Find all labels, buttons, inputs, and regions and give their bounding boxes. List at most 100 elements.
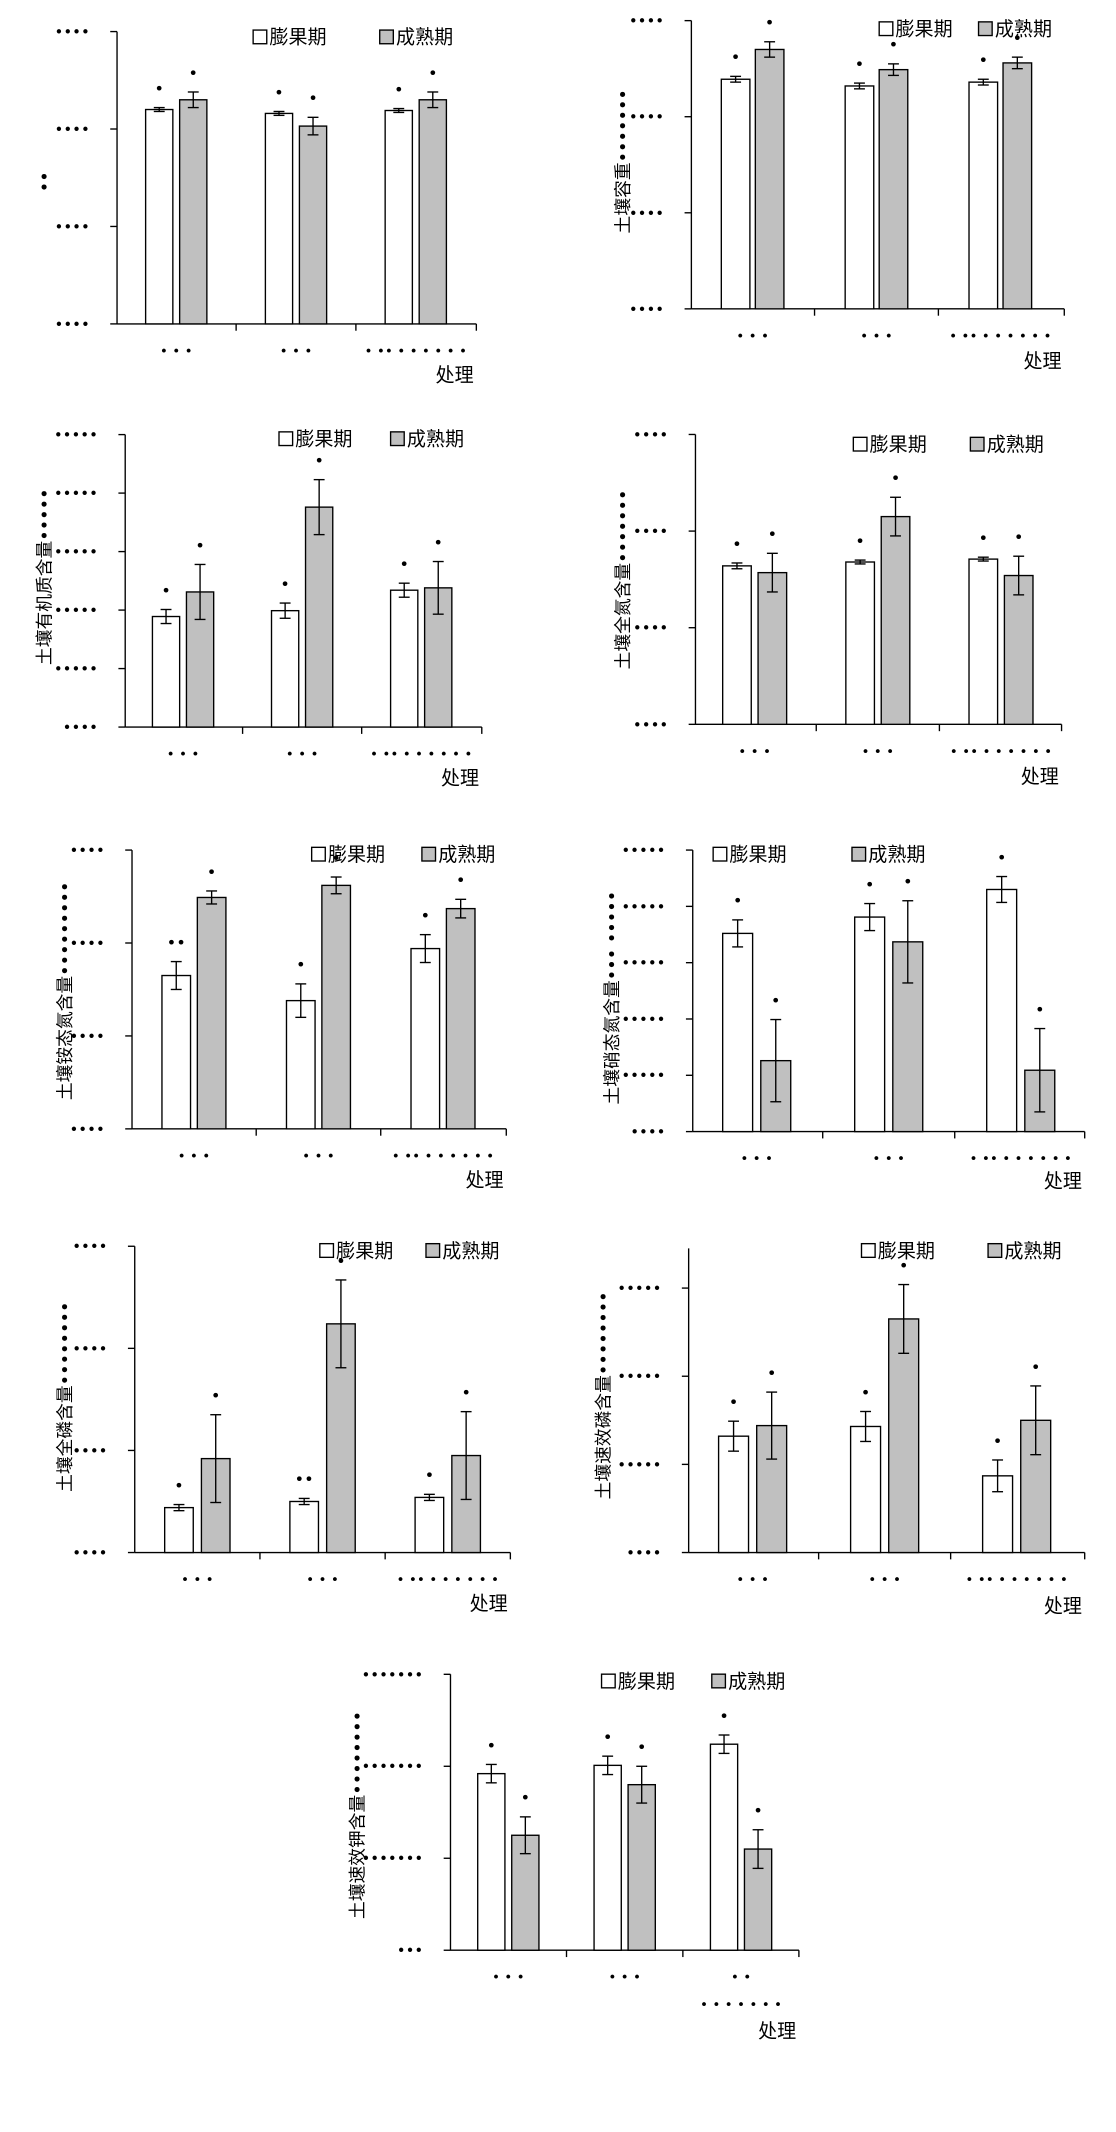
chart2-y-tick-label: ••••: [629, 300, 664, 318]
chart3-bar-s2-c1: [185, 591, 215, 728]
chart5-significance-label-s2-c1: •: [207, 862, 217, 881]
chart1-x-category-label: • •• • • • • • •: [365, 343, 467, 359]
chart1-y-tick-label: ••••: [55, 23, 90, 41]
chart8-legend-label-2: 成熟期: [1004, 1239, 1061, 1262]
chart8-y-tick-label: •••••: [617, 1280, 661, 1298]
chart3-significance-label-s1-c1: •: [161, 581, 171, 600]
chart7-error-bar-s1-c2: [298, 1497, 310, 1506]
chart1-bar-s2-c3: [418, 99, 448, 325]
chart6-significance-label-s2-c1: •: [771, 991, 781, 1010]
chart1-legend-swatch-1: [252, 29, 268, 45]
chart-3: •••••••••••••••••••••••••••••• • • • • • •…: [34, 426, 483, 789]
chart3-bar-s1-c3: [389, 589, 419, 728]
chart9-y-tick-label: •••••••: [361, 1666, 423, 1684]
chart8-error-bar-s1-c3: [992, 1459, 1004, 1493]
chart5-x-category-label: • •• • • • • • •: [392, 1148, 494, 1164]
chart8-bar-s1-c1: [717, 1435, 750, 1554]
chart2-legend-label-2: 成熟期: [995, 17, 1052, 40]
chart8-legend-swatch-2: [987, 1242, 1003, 1259]
chart8-y-axis-title: 土壤速效磷含量••••••••: [594, 1291, 615, 1499]
chart1-x-axis-title: 处理: [436, 363, 474, 386]
chart8-error-bar-s2-c3: [1030, 1385, 1042, 1456]
chart4-significance-label-s1-c1: •: [732, 534, 742, 553]
chart5-y-tick-label: ••••: [69, 842, 104, 860]
chart9-y-axis-title: 土壤速效钾含量••••••••: [347, 1711, 368, 1919]
chart9-x-category-label: • • •: [608, 1970, 641, 1986]
chart1-y-axis-title: ••: [35, 171, 55, 192]
chart4-legend: 膨果期 成熟期: [852, 433, 1044, 456]
chart8-y-tick-label: •••••: [617, 1368, 661, 1386]
chart2-bar-s2-c1: [754, 48, 785, 310]
chart6-significance-label-s1-c2: •: [865, 875, 875, 894]
chart2-y-tick-label: ••••: [629, 108, 664, 126]
chart2-y-tick-label: ••••: [629, 12, 664, 30]
chart7-y-tick-label: ••••: [72, 1442, 107, 1460]
chart8-legend-label-1: 膨果期: [878, 1239, 935, 1262]
chart7-legend: 膨果期 成熟期: [319, 1239, 499, 1262]
chart4-bar-s2-c1: [757, 571, 788, 726]
chart8-significance-label-s2-c2: •: [899, 1256, 909, 1275]
chart6-x-category-label: • • •: [872, 1151, 905, 1167]
chart7-significance-label-s2-c3: •: [461, 1383, 471, 1402]
chart8-y-tick-label: •••••: [617, 1456, 661, 1474]
chart9-legend-label-2: 成熟期: [728, 1670, 785, 1693]
chart5-significance-label-s2-c3: •: [456, 871, 466, 890]
chart2-y-tick-label: ••••: [629, 204, 664, 222]
chart5-error-bar-s1-c3: [419, 933, 431, 964]
chart2-bar-s1-c2: [844, 85, 875, 310]
chart4-significance-label-s2-c1: •: [768, 525, 778, 544]
chart4-error-bar-s1-c3: [977, 556, 989, 562]
chart9-x-category-label-line: • • • • • • •: [700, 1997, 782, 2013]
chart5-significance-label-s1-c1: ••: [167, 933, 186, 952]
chart9-significance-label-s1-c1: •: [486, 1736, 496, 1755]
chart8-error-bar-s2-c1: [766, 1391, 778, 1460]
chart9-significance-label-s2-c1: •: [521, 1788, 531, 1807]
chart4-y-tick-label: ••••: [633, 426, 668, 444]
chart1-legend: 膨果期 成熟期: [252, 26, 453, 49]
chart4-legend-swatch-2: [969, 436, 985, 452]
chart7-legend-swatch-1: [319, 1242, 335, 1259]
chart6-bar-s1-c2: [854, 916, 886, 1133]
chart6-legend-swatch-1: [712, 846, 728, 862]
chart9-legend-swatch-2: [711, 1673, 727, 1689]
chart1-x-category-label: • • •: [160, 343, 193, 359]
chart4-error-bar-s1-c2: [854, 559, 866, 565]
chart9-error-bar-s2-c1: [519, 1816, 531, 1855]
chart5-y-tick-label: ••••: [69, 1120, 104, 1138]
chart5-legend-label-2: 成熟期: [438, 843, 495, 866]
chart6-significance-label-s1-c1: •: [733, 891, 743, 910]
chart9-x-category-label: • • • • • • • • •: [700, 1970, 782, 2013]
chart8-significance-label-s2-c3: •: [1031, 1357, 1041, 1376]
chart6-bar-s1-c1: [721, 932, 754, 1133]
chart4-x-axis-title: 处理: [1021, 765, 1059, 788]
chart2-error-bar-s2-c2: [888, 63, 899, 77]
chart2-x-axis-title: 处理: [1023, 350, 1061, 373]
chart3-legend-label-1: 膨果期: [295, 427, 352, 450]
chart4-legend-label-1: 膨果期: [870, 433, 927, 456]
chart2-error-bar-s2-c1: [764, 41, 776, 58]
chart8-error-bar-s2-c2: [898, 1283, 910, 1354]
chart1-error-bar-s2-c2: [307, 116, 319, 136]
chart5-bar-s2-c1: [196, 896, 227, 1130]
chart7-legend-swatch-2: [425, 1242, 441, 1259]
chart7-significance-label-s1-c2: ••: [295, 1470, 314, 1489]
chart2-bar-s2-c3: [1002, 62, 1033, 310]
chart2-x-category-label: • • •: [860, 328, 893, 344]
chart2-bar-s2-c2: [878, 68, 909, 310]
chart8-error-bar-s1-c2: [860, 1410, 872, 1443]
chart4-bar-s1-c1: [721, 565, 752, 726]
chart6-x-axis-title: 处理: [1044, 1170, 1082, 1193]
chart3-bar-s1-c2: [270, 609, 300, 728]
chart-7: ••••••••••••••••• • • • • • • •• • • • • •…: [55, 1238, 512, 1615]
chart6-y-tick-label: ••••: [630, 1123, 665, 1141]
chart3-y-tick-label: ••••: [63, 719, 98, 737]
chart6-x-category-label: • •• • • • • • •: [970, 1151, 1072, 1167]
chart6-legend-label-2: 成熟期: [868, 843, 925, 866]
chart9-y-tick-label: •••••••: [361, 1758, 423, 1776]
chart7-bar-s1-c1: [163, 1506, 194, 1554]
chart1-significance-label-s2-c3: •: [428, 63, 438, 82]
chart6-legend-swatch-2: [851, 846, 867, 862]
chart3-y-axis-title: 土壤有机质含量•••••: [34, 488, 55, 665]
chart5-bar-s1-c1: [161, 974, 192, 1130]
chart3-significance-label-s2-c1: •: [195, 536, 205, 555]
